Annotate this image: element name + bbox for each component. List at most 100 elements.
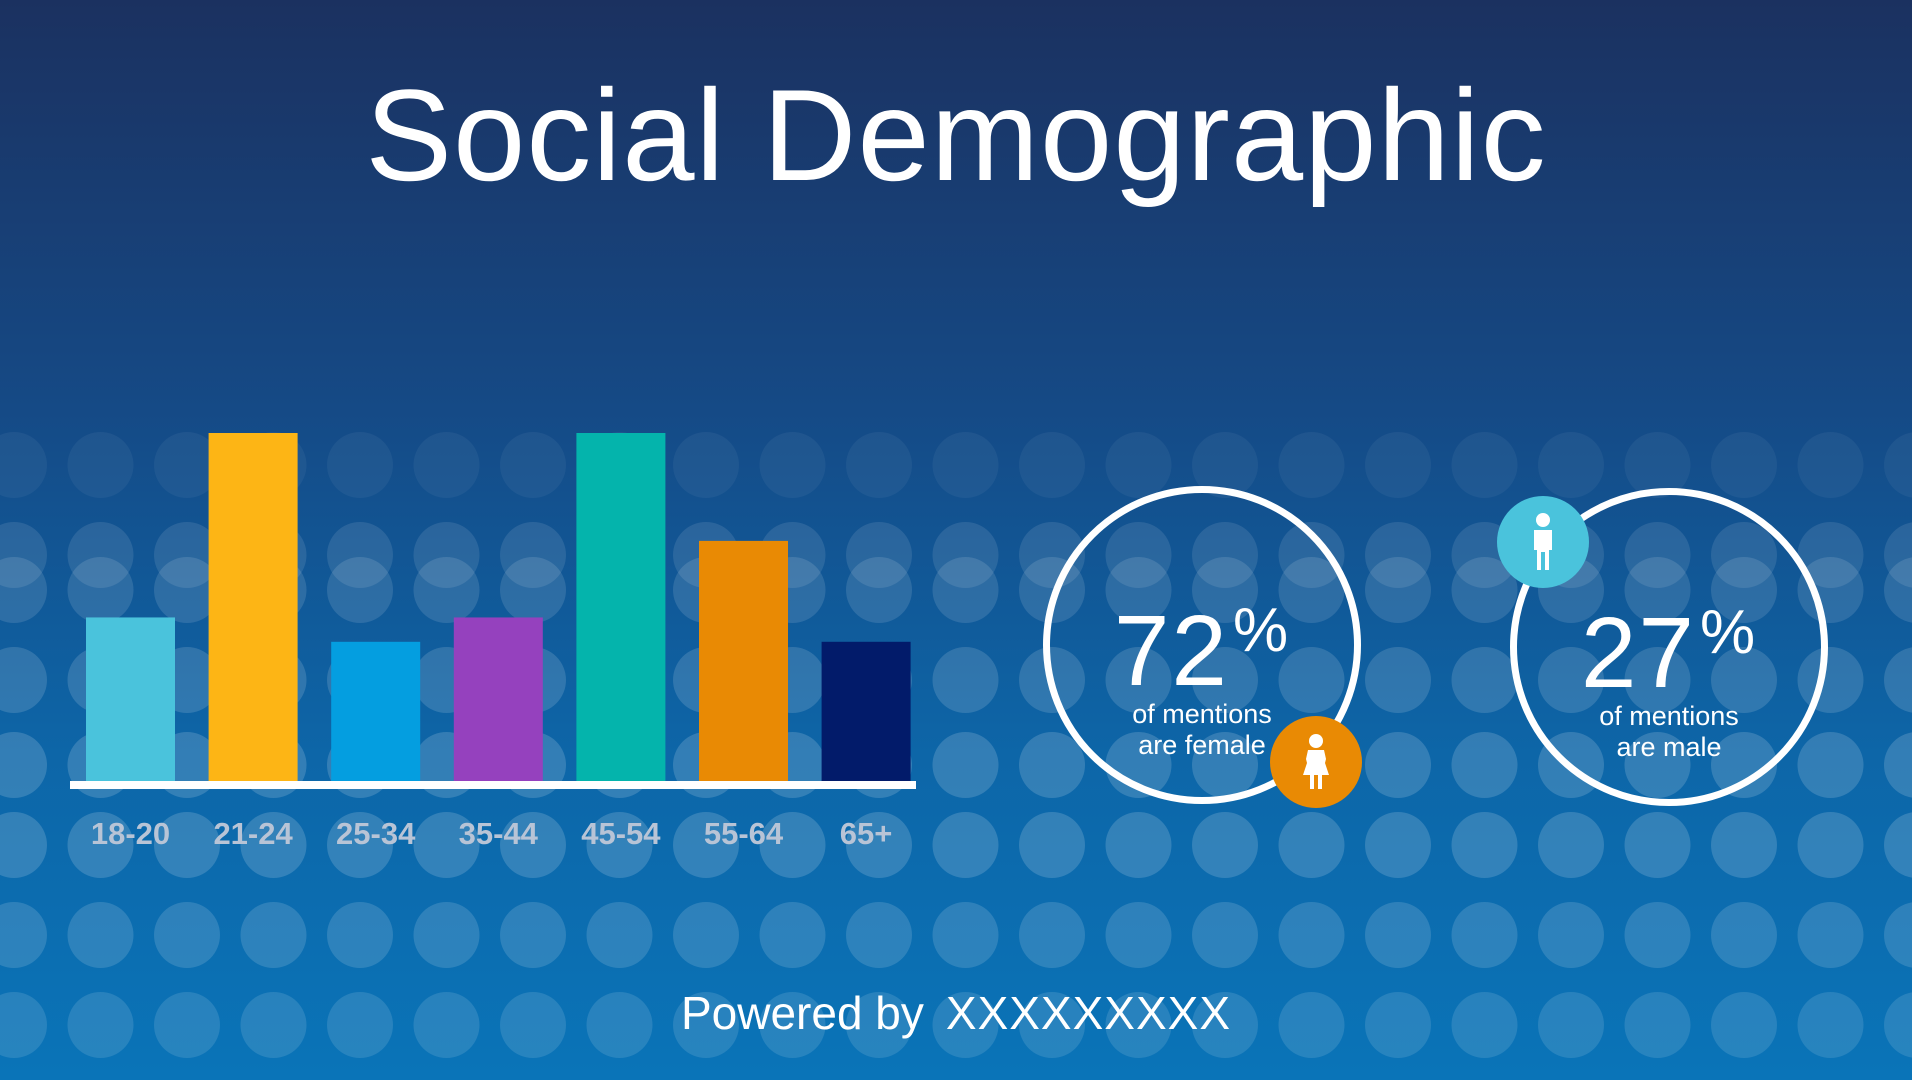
female-percent: 72%	[1050, 581, 1354, 701]
female-caption-line1: of mentions	[1132, 699, 1272, 729]
background-dot	[1019, 812, 1085, 878]
female-person-icon	[1303, 734, 1329, 789]
background-dot	[1451, 557, 1518, 623]
background-dot	[673, 432, 739, 498]
background-dot	[327, 522, 393, 588]
background-dot	[1624, 432, 1691, 498]
background-dot	[673, 992, 739, 1058]
male-caption-line2: are male	[1616, 732, 1722, 762]
background-dot	[500, 557, 566, 623]
bar-55-64	[699, 540, 788, 781]
background-dot	[1278, 432, 1345, 498]
background-dot	[1365, 992, 1431, 1058]
background-dot	[932, 732, 999, 798]
background-dot	[154, 557, 220, 623]
female-stat-circle: 72% of mentions are female	[1043, 486, 1361, 804]
background-dot	[586, 812, 653, 878]
background-dot	[0, 647, 47, 713]
background-dot	[0, 522, 47, 588]
background-dot	[1451, 647, 1518, 713]
powered-by-label: Powered by	[680, 987, 924, 1039]
male-caption: of mentions are male	[1517, 701, 1821, 763]
x-tick-label: 18-20	[91, 816, 170, 851]
background-dot	[1711, 902, 1777, 968]
male-caption-line1: of mentions	[1599, 701, 1739, 731]
background-dot	[1711, 432, 1777, 498]
background-dot	[759, 902, 826, 968]
background-dot	[0, 432, 47, 498]
background-dot	[1105, 902, 1172, 968]
background-dot	[413, 557, 480, 623]
bar-65+	[821, 641, 911, 781]
background-dot	[1105, 992, 1172, 1058]
background-dot	[500, 992, 566, 1058]
background-dot	[846, 432, 912, 498]
background-dot	[932, 992, 999, 1058]
background-dot	[1451, 732, 1518, 798]
background-dot	[932, 557, 999, 623]
background-dot	[1365, 647, 1431, 713]
background-dot	[759, 992, 826, 1058]
background-dot	[1365, 732, 1431, 798]
background-dot	[1192, 902, 1258, 968]
background-dot	[1365, 812, 1431, 878]
chart-baseline	[70, 781, 916, 789]
background-dot	[1192, 432, 1258, 498]
background-dot	[1624, 992, 1691, 1058]
background-dot	[1797, 432, 1864, 498]
background-dot	[1365, 902, 1431, 968]
background-dot	[1538, 992, 1604, 1058]
background-dot	[1538, 902, 1604, 968]
background-dot	[0, 902, 47, 968]
brand-name: XXXXXXXXX	[945, 987, 1232, 1039]
background-dot	[846, 522, 912, 588]
background-dot	[0, 557, 47, 623]
background-dot	[67, 902, 134, 968]
background-dot	[67, 557, 134, 623]
background-dot	[1797, 992, 1864, 1058]
background-dot	[327, 992, 393, 1058]
background-dot	[1451, 432, 1518, 498]
background-dot	[1451, 812, 1518, 878]
background-dot	[1538, 432, 1604, 498]
background-dot	[673, 902, 739, 968]
background-dot	[327, 902, 393, 968]
background-dot	[932, 812, 999, 878]
background-dot	[67, 522, 134, 588]
background-dot	[67, 812, 134, 878]
male-percent-value: 27	[1580, 597, 1697, 709]
background-dot	[1884, 902, 1912, 968]
female-caption: of mentions are female	[1050, 699, 1354, 761]
background-dot	[154, 812, 220, 878]
background-dot	[1019, 732, 1085, 798]
background-dot	[1711, 992, 1777, 1058]
background-dot	[1884, 432, 1912, 498]
background-dot	[846, 902, 912, 968]
background-dot	[1192, 812, 1258, 878]
background-dot	[1711, 812, 1777, 878]
background-dot	[1365, 432, 1431, 498]
bar-35-44	[453, 617, 543, 781]
background-dot	[1019, 432, 1085, 498]
background-dot	[1884, 557, 1912, 623]
background-dot	[154, 992, 220, 1058]
background-dot	[413, 902, 480, 968]
background-dot	[413, 812, 480, 878]
bar-18-20	[86, 617, 175, 781]
background-dot	[1797, 522, 1864, 588]
background-dot	[1278, 812, 1345, 878]
background-dot	[154, 432, 220, 498]
female-percent-sign: %	[1233, 596, 1291, 665]
male-person-icon	[1534, 513, 1552, 570]
background-dot	[67, 432, 134, 498]
background-dot	[154, 522, 220, 588]
background-dot	[932, 522, 999, 588]
background-dot	[1278, 992, 1345, 1058]
background-dot	[1797, 732, 1864, 798]
background-dot	[1365, 557, 1431, 623]
background-dot	[1624, 902, 1691, 968]
background-dot	[1278, 902, 1345, 968]
female-badge	[1270, 716, 1362, 808]
background-dot	[1365, 522, 1431, 588]
